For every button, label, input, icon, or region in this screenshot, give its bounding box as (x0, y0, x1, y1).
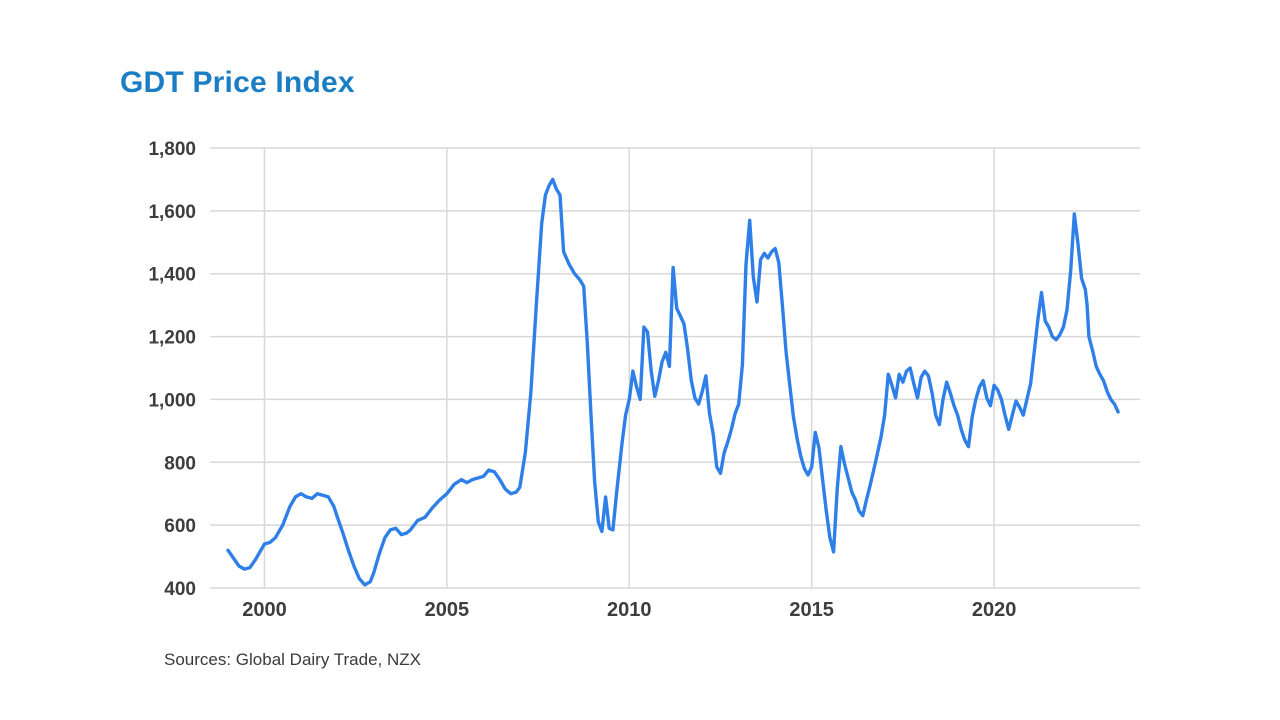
chart-title: GDT Price Index (120, 66, 355, 99)
x-axis-tick-label: 2000 (242, 599, 287, 621)
y-axis-tick-label: 1,600 (148, 202, 196, 223)
y-axis-tick-label: 600 (164, 516, 196, 537)
y-axis-tick-label: 400 (164, 579, 196, 600)
x-axis-tick-label: 2020 (972, 599, 1017, 621)
x-axis-tick-label: 2005 (425, 599, 470, 621)
x-axis-tick-label: 2015 (789, 599, 834, 621)
y-axis-tick-label: 1,400 (148, 265, 196, 286)
y-axis-tick-label: 1,000 (148, 390, 196, 411)
y-axis-tick-label: 800 (164, 453, 196, 474)
y-axis-tick-label: 1,200 (148, 328, 196, 349)
x-axis-tick-label: 2010 (607, 599, 652, 621)
gdt-price-index-line (226, 177, 1120, 587)
source-note: Sources: Global Dairy Trade, NZX (164, 650, 421, 669)
y-axis-tick-label: 1,800 (148, 139, 196, 160)
